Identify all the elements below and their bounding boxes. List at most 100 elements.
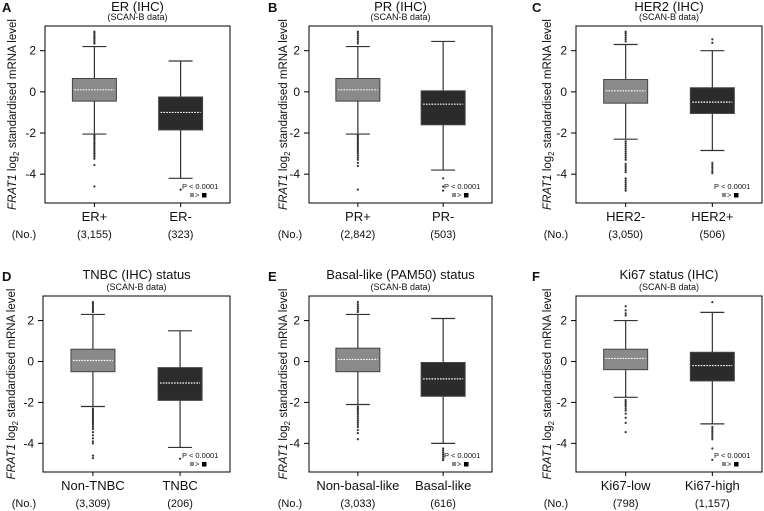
outlier-point — [93, 163, 96, 167]
outlier-point — [356, 152, 359, 155]
outlier-point — [93, 134, 96, 137]
outlier-point — [93, 150, 96, 154]
outlier-point — [624, 152, 627, 155]
y-axis-label: FRAT1 log2 standardised mRNA level — [278, 19, 292, 210]
y-tick-label: -2 — [556, 126, 567, 140]
outlier-point — [624, 36, 627, 39]
outlier-point — [624, 430, 627, 434]
outlier-point — [442, 177, 445, 180]
outlier-point — [356, 164, 359, 168]
outlier-point — [93, 154, 96, 157]
outlier-point — [356, 425, 359, 429]
outlier-point — [91, 304, 95, 307]
panel-letter: B — [268, 0, 277, 15]
y-tick-label: -2 — [25, 126, 36, 140]
outlier-point — [711, 436, 714, 439]
outlier-point — [442, 189, 445, 192]
outlier-point — [93, 136, 96, 139]
y-axis-label-log: log — [542, 425, 554, 444]
outlier-point — [356, 188, 359, 191]
outlier-point — [624, 405, 627, 408]
sample-count-label: (3,155) — [77, 229, 112, 241]
panel-b: B PR (IHC)(SCAN-B data)FRAT1 log2 standar… — [268, 0, 493, 241]
outlier-point — [624, 183, 627, 186]
y-axis-label-subscript: 2 — [12, 151, 21, 156]
y-axis-label-rest: standardised mRNA level — [278, 289, 290, 421]
panel-letter: E — [268, 269, 277, 284]
outlier-point — [356, 415, 359, 418]
outlier-point — [356, 301, 359, 304]
outlier-point — [356, 419, 359, 422]
outlier-point — [711, 165, 714, 169]
y-axis-label-rest: standardised mRNA level — [542, 289, 554, 421]
outlier-point — [624, 162, 627, 165]
y-tick-label: 2 — [293, 314, 300, 328]
outlier-point — [356, 156, 359, 159]
chart-title: Ki67 status (IHC) — [620, 267, 719, 282]
chart-title: HER2 (IHC) — [634, 0, 703, 14]
outlier-point — [624, 40, 627, 43]
outlier-point — [442, 185, 445, 188]
plot-frame — [308, 25, 493, 204]
outlier-point — [93, 152, 96, 155]
outlier-point — [93, 30, 96, 33]
outlier-point — [93, 144, 96, 147]
outlier-point — [93, 137, 96, 140]
outlier-point — [356, 42, 359, 45]
legend-comparison-symbol: > — [195, 460, 200, 469]
box-group-er-plus — [71, 30, 117, 188]
outlier-point — [624, 146, 627, 149]
box-tnbc — [157, 367, 203, 401]
outlier-point — [356, 158, 359, 161]
x-tick-label: ER+ — [82, 209, 108, 224]
outlier-point — [93, 33, 96, 36]
outlier-point — [624, 400, 627, 403]
outlier-point — [711, 434, 714, 437]
p-value-annotation: P < 0.0001 — [444, 451, 480, 460]
y-tick-label: 2 — [293, 44, 300, 58]
outlier-point — [91, 410, 95, 413]
y-tick-label: 2 — [29, 44, 36, 58]
outlier-point — [91, 437, 95, 440]
outlier-point — [624, 179, 627, 182]
panel-letter: C — [532, 0, 542, 15]
outlier-point — [356, 423, 359, 427]
y-axis-label-log: log — [278, 156, 290, 175]
outlier-point — [624, 187, 627, 190]
outlier-point — [624, 156, 627, 159]
outlier-point — [711, 172, 714, 175]
y-tick-label: 2 — [560, 314, 567, 328]
y-tick-label: 0 — [293, 85, 300, 99]
outlier-point — [93, 185, 96, 188]
panel-c: C HER2 (IHC)(SCAN-B data)FRAT1 log2 stand… — [532, 0, 763, 241]
panel-letter: D — [2, 269, 11, 284]
y-tick-label: -4 — [556, 436, 567, 450]
chart-subtitle: (SCAN-B data) — [370, 282, 430, 292]
box-group-ki67-high — [689, 301, 735, 461]
outlier-point — [356, 40, 359, 43]
count-row-label: (No.) — [544, 229, 568, 241]
legend-high-group-swatch — [452, 193, 456, 197]
y-axis-label-gene: FRAT1 — [278, 444, 290, 480]
outlier-point — [442, 447, 445, 450]
outlier-point — [356, 408, 359, 411]
outlier-point — [356, 142, 359, 145]
y-axis-label: FRAT1 log2 standardised mRNA level — [542, 19, 556, 210]
sample-count-label: (323) — [168, 229, 194, 241]
outlier-point — [624, 416, 627, 419]
sample-count-label: (206) — [167, 498, 193, 510]
chart-subtitle: (SCAN-B data) — [639, 282, 699, 292]
outlier-point — [624, 305, 627, 308]
outlier-point — [91, 415, 95, 418]
x-tick-label: ER- — [169, 209, 191, 224]
box-group-non-tnbc — [70, 301, 116, 460]
sample-count-label: (1,157) — [695, 498, 730, 510]
plot-frame — [42, 295, 231, 473]
outlier-point — [91, 422, 95, 425]
y-axis-label: FRAT1 log2 standardised mRNA level — [7, 19, 21, 210]
outlier-point — [91, 420, 95, 423]
chart-subtitle: (SCAN-B data) — [107, 12, 167, 22]
outlier-point — [624, 309, 627, 312]
y-axis-label-gene: FRAT1 — [542, 174, 554, 210]
y-tick-label: 0 — [560, 354, 567, 368]
